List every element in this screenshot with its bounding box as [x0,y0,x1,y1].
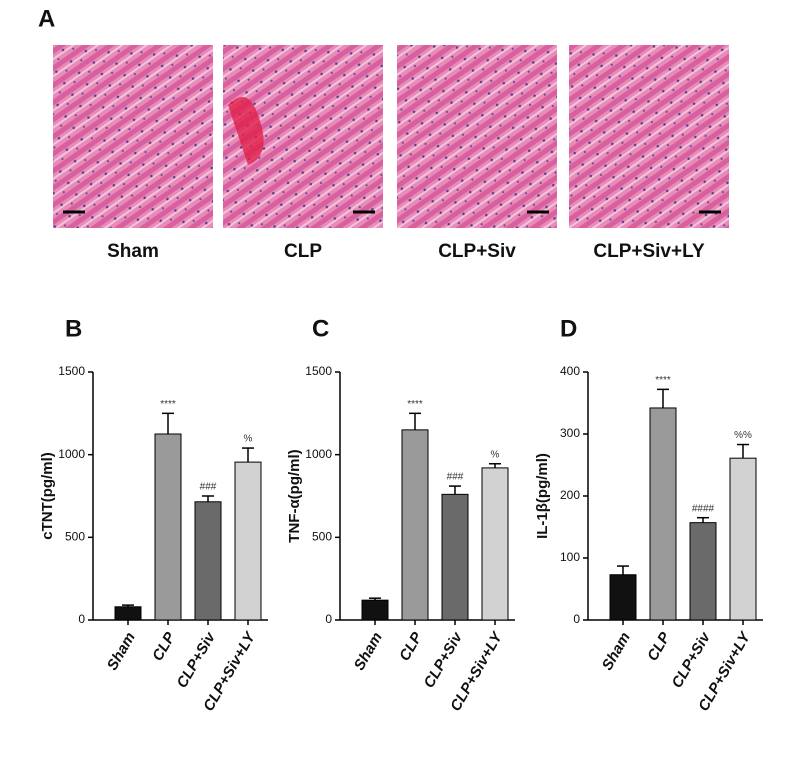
y-tick-label: 0 [573,612,580,626]
y-tick-label: 0 [78,612,85,626]
y-tick-label: 500 [312,530,332,544]
y-tick-label: 0 [325,612,332,626]
bar [234,461,262,621]
hemorrhage [228,97,264,165]
bar [729,457,757,621]
panel-label: A [38,5,55,32]
image-label: CLP [284,241,322,262]
y-axis-label: TNF-α(pg/ml) [286,449,303,542]
x-tick-label: Sham [104,629,139,673]
image-label: Sham [107,241,159,262]
y-tick-label: 1500 [58,364,85,378]
y-tick-label: 1000 [58,447,85,461]
bar [114,606,142,621]
x-tick-label: CLP [149,629,179,664]
bar [481,467,509,621]
bar [441,493,469,621]
significance: ### [200,482,217,493]
histology-image [53,45,213,228]
panel-label: B [65,315,82,342]
y-tick-label: 300 [560,426,580,440]
y-tick-label: 500 [65,530,85,544]
x-tick-label: CLP+Siv [174,628,220,691]
histology-image [397,45,557,228]
y-tick-label: 1500 [305,364,332,378]
bar [401,429,429,621]
image-label: CLP+Siv+LY [593,241,705,262]
y-axis-label: cTNT(pg/ml) [39,452,56,540]
y-tick-label: 100 [560,550,580,564]
x-tick-label: CLP [396,629,426,664]
histology-image [569,45,729,228]
y-tick-label: 200 [560,488,580,502]
bar [649,407,677,621]
significance: % [244,434,253,445]
bar [609,574,637,621]
significance: **** [655,375,671,386]
significance: ### [447,472,464,483]
panel-label: C [312,315,329,342]
bar [194,501,222,621]
x-tick-label: Sham [351,629,386,673]
significance: **** [407,399,423,410]
x-tick-label: CLP+Siv [421,628,467,691]
x-tick-label: CLP [644,629,674,664]
image-label: CLP+Siv [438,241,516,262]
significance: #### [692,503,715,514]
bar [361,599,389,621]
bar [154,433,182,621]
panel-label: D [560,315,577,342]
x-tick-label: Sham [599,629,634,673]
significance: %% [734,430,752,441]
x-tick-label: CLP+Siv [669,628,715,691]
significance: % [491,449,500,460]
y-axis-label: IL-1β(pg/ml) [534,453,551,539]
y-tick-label: 1000 [305,447,332,461]
bar [689,522,717,621]
significance: **** [160,399,176,410]
y-tick-label: 400 [560,364,580,378]
